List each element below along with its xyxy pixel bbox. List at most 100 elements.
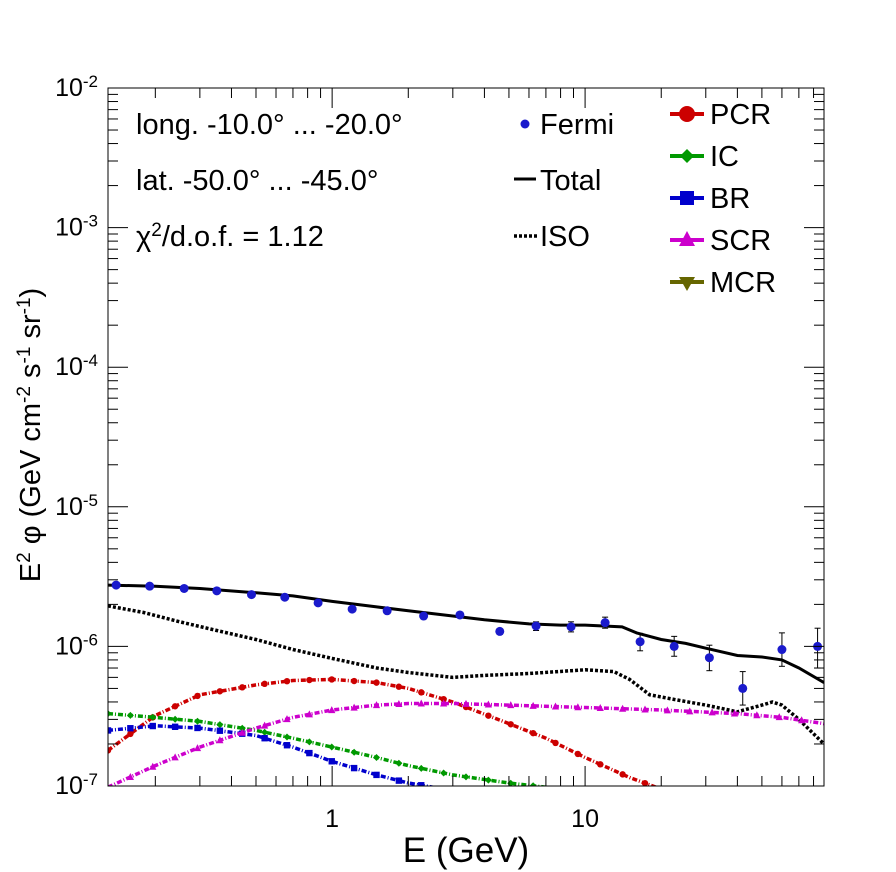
series-marker-scr [641,705,649,713]
series-marker-br [373,771,380,779]
series-marker-pcr [194,692,201,700]
y-tick-label: 10-7 [55,770,98,801]
series-marker-scr [283,715,291,723]
legend-left: Fermi Total ISO [514,109,614,253]
series-marker-scr [574,703,582,711]
legend-entry-mcr: MCR [670,267,776,299]
series-marker-ic [126,711,134,719]
series-marker-ic [194,717,201,725]
series-marker-scr [551,702,560,710]
legend-label-scr: SCR [710,225,771,257]
x-tick-label: 1 [325,805,339,833]
fermi-point [669,635,679,657]
series-marker-scr [507,701,515,709]
fermi-marker [738,683,748,693]
fermi-marker [531,621,541,631]
series-marker-br [216,727,224,734]
series-marker-pcr [239,684,246,691]
legend-right: PCR IC BR SCR MCR [670,99,776,299]
series-marker-scr [529,701,537,709]
legend-label-ic: IC [710,141,739,173]
series-marker-scr [305,710,313,718]
y-tick-label: 10-5 [55,490,98,521]
series-marker-scr [238,728,246,736]
series-marker-pcr [597,761,604,768]
series-marker-ic [440,769,448,777]
fermi-marker [382,606,392,616]
series-marker-ic [350,748,358,756]
series-marker-pcr [619,771,626,778]
series-marker-br [108,727,112,734]
legend-entry-fermi: Fermi [520,109,614,141]
series-marker-pcr [328,676,335,683]
fermi-point [179,583,189,593]
series-marker-br [261,735,268,742]
legend-label-fermi: Fermi [540,109,614,141]
legend-label-pcr: PCR [710,99,771,131]
series-marker-ic [283,733,291,741]
series-marker-ic [108,710,112,718]
series-marker-br [127,725,134,732]
legend-entry-scr: SCR [670,225,771,257]
x-tick-label: 10 [571,805,599,833]
fermi-point [566,621,576,633]
fermi-marker [704,653,714,663]
series-marker-scr [462,699,470,707]
fermi-point [635,632,645,652]
series-iso [108,604,824,746]
legend-entry-iso: ISO [514,221,590,253]
series-marker-br [149,722,156,730]
series-marker-scr [619,704,627,712]
series-marker-scr [372,701,381,709]
series-marker-pcr [306,676,313,684]
series-marker-scr [216,736,224,744]
fermi-marker [495,626,505,636]
series-marker-scr [708,708,716,716]
annotation-latitude: lat. -50.0° ... -45.0° [136,165,378,197]
fermi-point [704,644,714,672]
fermi-point [382,606,392,616]
series-marker-scr [663,706,671,714]
series-marker-pcr [395,683,403,690]
series-marker-ic [149,713,157,721]
fermi-marker [347,604,357,614]
series-marker-scr [149,762,157,770]
series-marker-pcr [171,703,179,710]
legend-entry-pcr: PCR [670,99,771,131]
fermi-point [145,581,155,591]
legend-marker-mcr [679,277,695,291]
series-marker-ic [216,721,224,729]
series-marker-ic [529,782,537,786]
fermi-point [419,611,429,621]
series-marker-ic [171,715,179,723]
y-axis-title: E2 φ (GeV cm-2 s-1 sr-1) [14,288,48,582]
curves-layer [108,583,824,786]
series-line-iso [108,604,824,746]
series-marker-br [306,749,313,757]
fermi-point [738,671,748,706]
series-marker-scr [395,699,403,707]
annotation-longitude: long. -10.0° ... -20.0° [136,109,403,141]
fermi-marker [669,641,679,651]
series-marker-scr [753,711,761,719]
series-marker-pcr [216,688,224,695]
series-marker-pcr [574,750,582,758]
legend-marker-fermi [520,119,530,129]
legend-marker-scr [679,231,695,246]
fermi-marker [777,645,787,655]
series-marker-pcr [440,695,447,703]
series-marker-ic [484,776,492,784]
series-ic [108,710,551,786]
series-marker-ic [417,764,425,772]
legend-label-mcr: MCR [710,267,776,299]
fermi-point [347,604,357,614]
fermi-marker [313,598,323,608]
legend-marker-pcr [679,106,695,122]
fermi-marker [212,586,222,596]
legend-entry-br: BR [670,183,750,215]
series-marker-pcr [108,747,112,754]
fermi-point [111,580,121,590]
y-tick-label: 10-3 [55,211,98,242]
series-marker-scr [484,700,492,708]
